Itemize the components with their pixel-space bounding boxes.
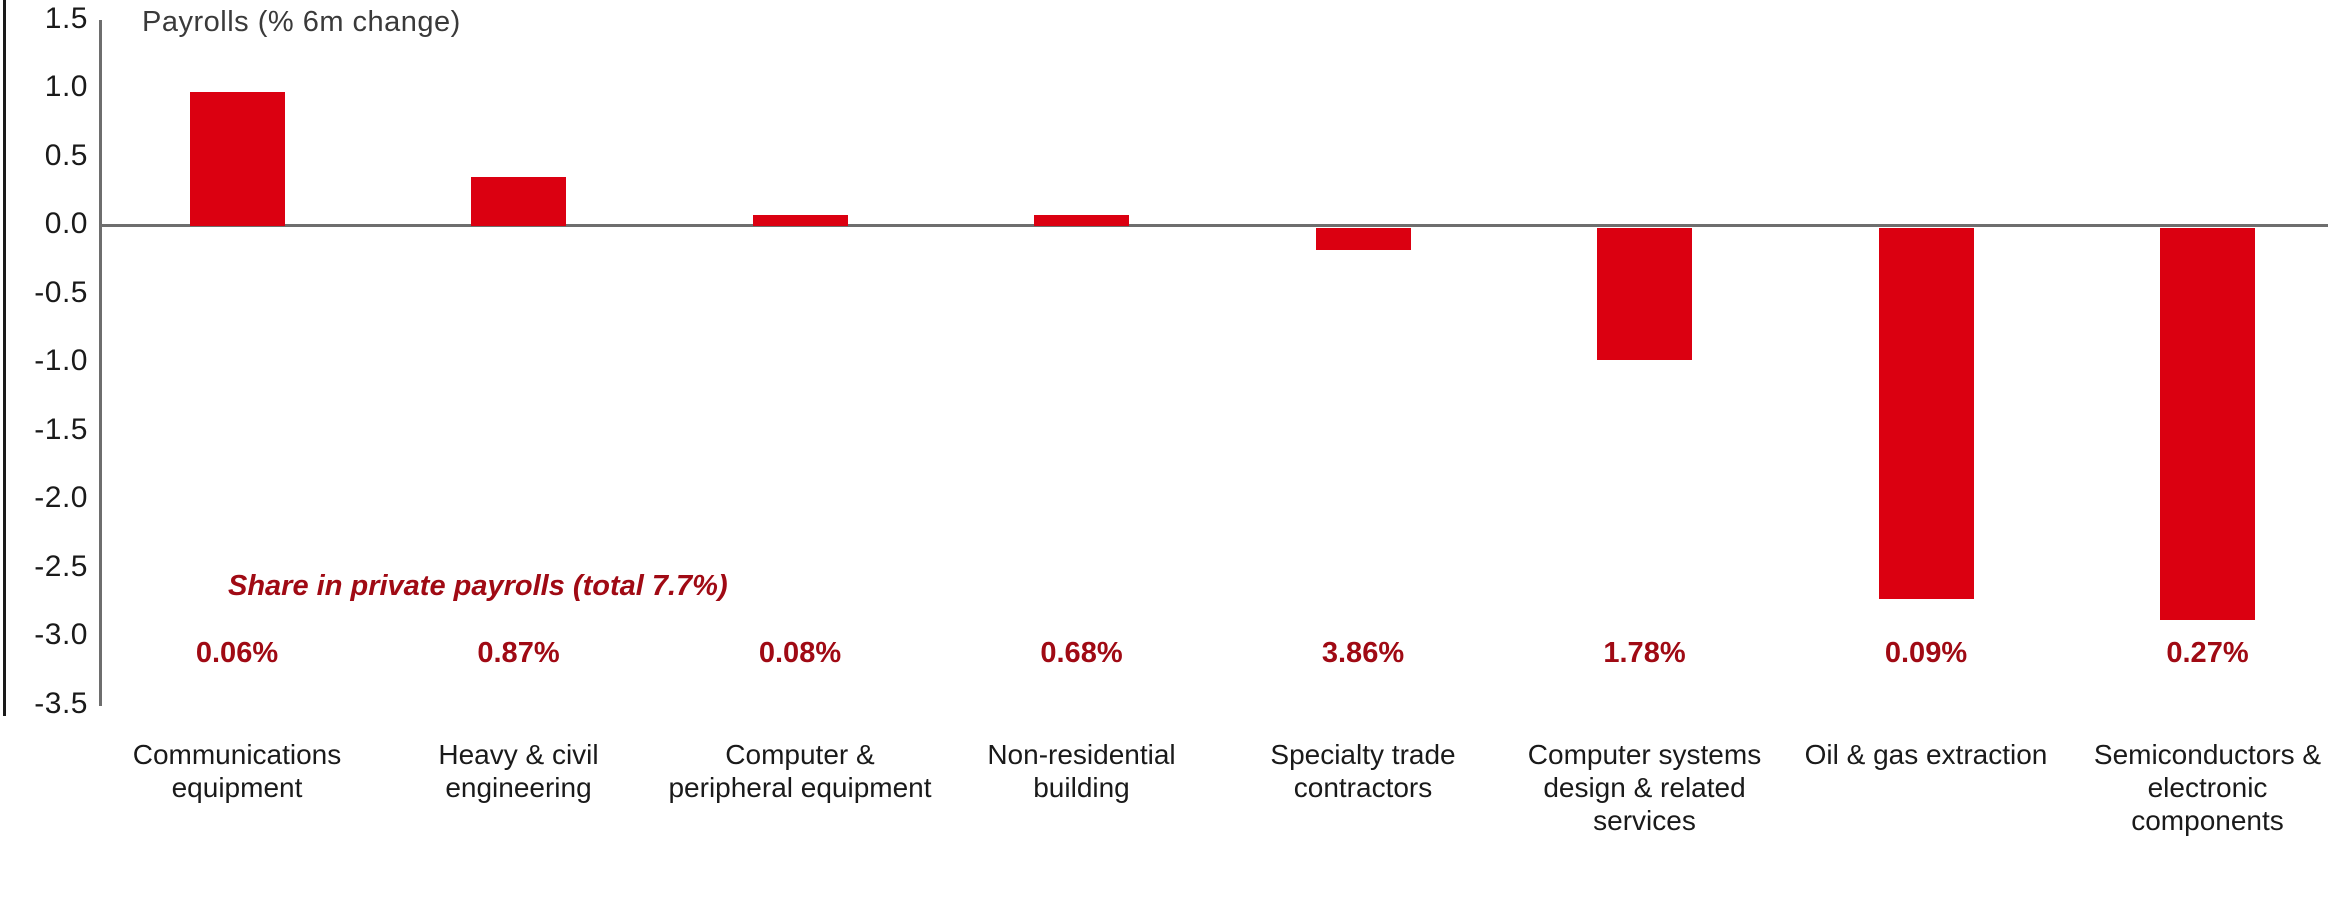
share-label-1: 0.06% <box>195 637 279 669</box>
y-tick-label: -3.5 <box>34 686 88 720</box>
x-category-label-5: Specialty trade contractors <box>1223 738 1503 804</box>
x-category-label-line: contractors <box>1293 772 1433 803</box>
share-label-7: 0.09% <box>1884 637 1968 669</box>
page-left-border <box>3 0 6 716</box>
share-label-8: 0.27% <box>2166 637 2249 669</box>
bar-8 <box>2160 228 2255 620</box>
x-category-label-line: Specialty trade <box>1270 739 1456 770</box>
share-label-4: 0.68% <box>1040 637 1123 669</box>
bar-3 <box>752 215 848 226</box>
bar-1 <box>189 91 285 226</box>
x-category-label-line: Non-residential <box>987 739 1176 770</box>
y-tick-label: 1.5 <box>44 1 88 35</box>
chart-title: Payrolls (% 6m change) <box>142 6 461 38</box>
x-category-label-line: Oil & gas extraction <box>1804 739 2048 770</box>
x-category-label-2: Heavy & civil engineering <box>379 738 659 804</box>
x-category-label-line: equipment <box>171 772 303 803</box>
y-tick-label: 1.0 <box>44 70 88 103</box>
bar-2 <box>471 176 566 226</box>
x-category-label-line: services <box>1593 805 1696 836</box>
x-category-label-line: Communications <box>132 739 342 770</box>
y-axis-line <box>99 20 102 706</box>
y-tick-label: -1.0 <box>34 344 88 377</box>
share-label-6: 1.78% <box>1603 637 1686 669</box>
zero-baseline <box>100 224 2328 227</box>
y-tick-label: -2.5 <box>34 549 88 583</box>
y-tick-label: 0.0 <box>44 207 88 240</box>
y-tick-label: 0.5 <box>44 138 88 172</box>
x-category-label-line: engineering <box>445 772 592 803</box>
x-category-label-line: design & related <box>1543 772 1746 803</box>
share-label-5: 3.86% <box>1321 637 1405 669</box>
y-tick-label: -3.0 <box>34 618 88 651</box>
share-label-2: 0.87% <box>477 637 560 669</box>
x-category-label-line: Heavy & civil <box>438 739 599 770</box>
x-category-label-1: Communications equipment <box>97 738 377 804</box>
bar-4 <box>1034 215 1129 226</box>
x-category-label-7: Oil & gas extraction <box>1786 738 2066 771</box>
x-category-label-8: Semiconductors & electronic components <box>2068 738 2328 837</box>
x-category-label-line: Semiconductors & <box>2093 739 2322 770</box>
y-tick-label: -2.0 <box>34 481 88 514</box>
x-category-label-line: electronic <box>2147 772 2268 803</box>
x-category-label-4: Non-residential building <box>942 738 1222 804</box>
x-category-label-line: Computer & <box>725 739 875 770</box>
bar-5 <box>1315 228 1411 250</box>
y-tick-label: -0.5 <box>34 275 88 309</box>
share-label-3: 0.08% <box>758 637 842 669</box>
bar-7 <box>1878 228 1974 600</box>
bar-6 <box>1597 228 1692 360</box>
x-category-label-line: peripheral equipment <box>668 772 932 803</box>
x-category-label-line: components <box>2131 805 2284 836</box>
x-category-label-3: Computer & peripheral equipment <box>660 738 940 804</box>
share-annotation: Share in private payrolls (total 7.7%) <box>228 570 728 602</box>
x-category-label-line: Computer systems <box>1527 739 1762 770</box>
y-tick-label: -1.5 <box>34 412 88 446</box>
x-category-label-6: Computer systems design & related services <box>1505 738 1785 837</box>
x-category-label-line: building <box>1033 772 1130 803</box>
